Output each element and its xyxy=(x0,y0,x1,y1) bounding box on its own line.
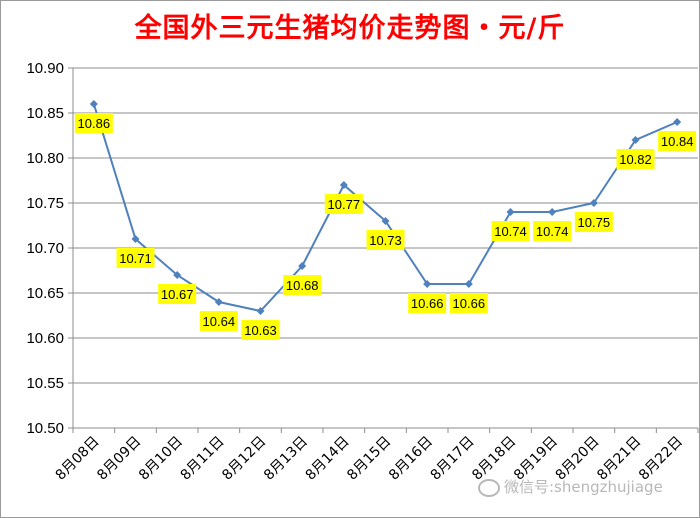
data-label-bg xyxy=(116,248,155,268)
data-label: 10.63 xyxy=(244,323,277,338)
watermark-text: 微信号:shengzhujiage xyxy=(504,478,663,496)
data-point-marker xyxy=(423,280,432,288)
data-label: 10.73 xyxy=(369,233,402,248)
y-tick-label: 10.60 xyxy=(26,330,64,347)
x-tick-label: 8月12日 xyxy=(219,434,269,484)
watermark: 微信号:shengzhujiage xyxy=(478,476,663,497)
y-tick-label: 10.80 xyxy=(26,150,64,167)
x-tick-label: 8月09日 xyxy=(94,434,144,484)
data-label: 10.74 xyxy=(494,224,527,239)
y-tick-label: 10.85 xyxy=(26,105,64,122)
data-label-bg xyxy=(241,320,280,340)
chart-title: 全国外三元生猪均价走势图・元/斤 xyxy=(134,13,566,44)
data-label: 10.84 xyxy=(661,134,694,149)
data-point-marker xyxy=(214,298,223,306)
data-label-bg xyxy=(366,230,405,250)
data-label: 10.64 xyxy=(203,314,236,329)
data-label-bg xyxy=(199,311,238,331)
y-tick-label: 10.50 xyxy=(26,420,64,437)
data-label-bg xyxy=(449,293,488,313)
data-point-marker xyxy=(173,271,182,279)
data-label: 10.71 xyxy=(119,251,152,266)
data-label: 10.66 xyxy=(453,296,486,311)
data-label: 10.74 xyxy=(536,224,569,239)
gridlines xyxy=(73,67,698,384)
x-tick-label: 8月15日 xyxy=(344,434,394,484)
data-label-bg xyxy=(491,221,530,241)
data-label: 10.75 xyxy=(578,215,611,230)
data-point-marker xyxy=(631,136,640,144)
y-tick-label: 10.75 xyxy=(26,195,64,212)
y-tick-label: 10.55 xyxy=(26,375,64,392)
data-label-bg xyxy=(74,113,113,133)
data-point-marker xyxy=(506,208,515,216)
data-labels: 10.86 10.71 10.67 10.64 10.63 10.68 10.77 10.73… xyxy=(74,113,697,340)
data-label: 10.67 xyxy=(161,287,194,302)
data-point-marker xyxy=(131,235,140,243)
data-label: 10.68 xyxy=(286,278,319,293)
x-tick-label: 8月16日 xyxy=(386,434,436,484)
data-label-bg xyxy=(324,194,363,214)
data-label-bg xyxy=(574,212,613,232)
data-label-bg xyxy=(616,149,655,169)
y-tick-label: 10.65 xyxy=(26,285,64,302)
data-label-bg xyxy=(533,221,572,241)
x-tick-label: 8月10日 xyxy=(136,434,186,484)
data-label-bg xyxy=(283,275,322,295)
x-tick-label: 8月13日 xyxy=(261,434,311,484)
y-tick-label: 10.70 xyxy=(26,240,64,257)
x-tick-label: 8月14日 xyxy=(303,434,353,484)
y-axis-ticks: 10.50 10.55 10.60 10.65 10.70 10.75 10.80 10.85… xyxy=(26,60,73,437)
data-point-marker xyxy=(381,217,390,225)
data-point-marker xyxy=(589,199,598,207)
data-point-marker xyxy=(464,280,473,288)
data-label: 10.86 xyxy=(78,116,111,131)
wechat-icon xyxy=(478,478,500,497)
data-label-bg xyxy=(658,131,697,151)
data-point-marker xyxy=(298,262,307,270)
data-point-marker xyxy=(89,100,98,108)
data-label: 10.66 xyxy=(411,296,444,311)
x-tick-label: 8月08日 xyxy=(53,434,103,484)
data-label: 10.82 xyxy=(619,152,652,167)
x-tick-label: 8月17日 xyxy=(428,434,478,484)
data-label-bg xyxy=(408,293,447,313)
series-line-path xyxy=(92,103,678,313)
series-line xyxy=(89,100,682,315)
data-label-bg xyxy=(158,284,197,304)
x-tick-label: 8月11日 xyxy=(178,434,228,484)
data-point-marker xyxy=(256,307,265,315)
data-point-marker xyxy=(548,208,557,216)
data-point-marker xyxy=(673,118,682,126)
data-label: 10.77 xyxy=(328,197,361,212)
y-tick-label: 10.90 xyxy=(26,60,64,77)
data-point-marker xyxy=(339,181,348,189)
